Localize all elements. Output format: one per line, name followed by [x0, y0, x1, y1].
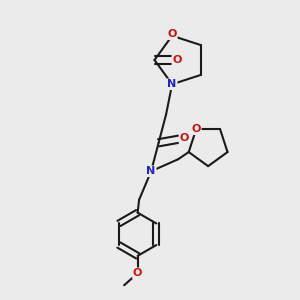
Text: N: N [146, 166, 156, 176]
Text: N: N [167, 79, 177, 89]
Text: O: O [167, 29, 177, 39]
Text: O: O [172, 55, 182, 65]
Text: O: O [133, 268, 142, 278]
Text: O: O [191, 124, 201, 134]
Text: O: O [179, 133, 189, 143]
